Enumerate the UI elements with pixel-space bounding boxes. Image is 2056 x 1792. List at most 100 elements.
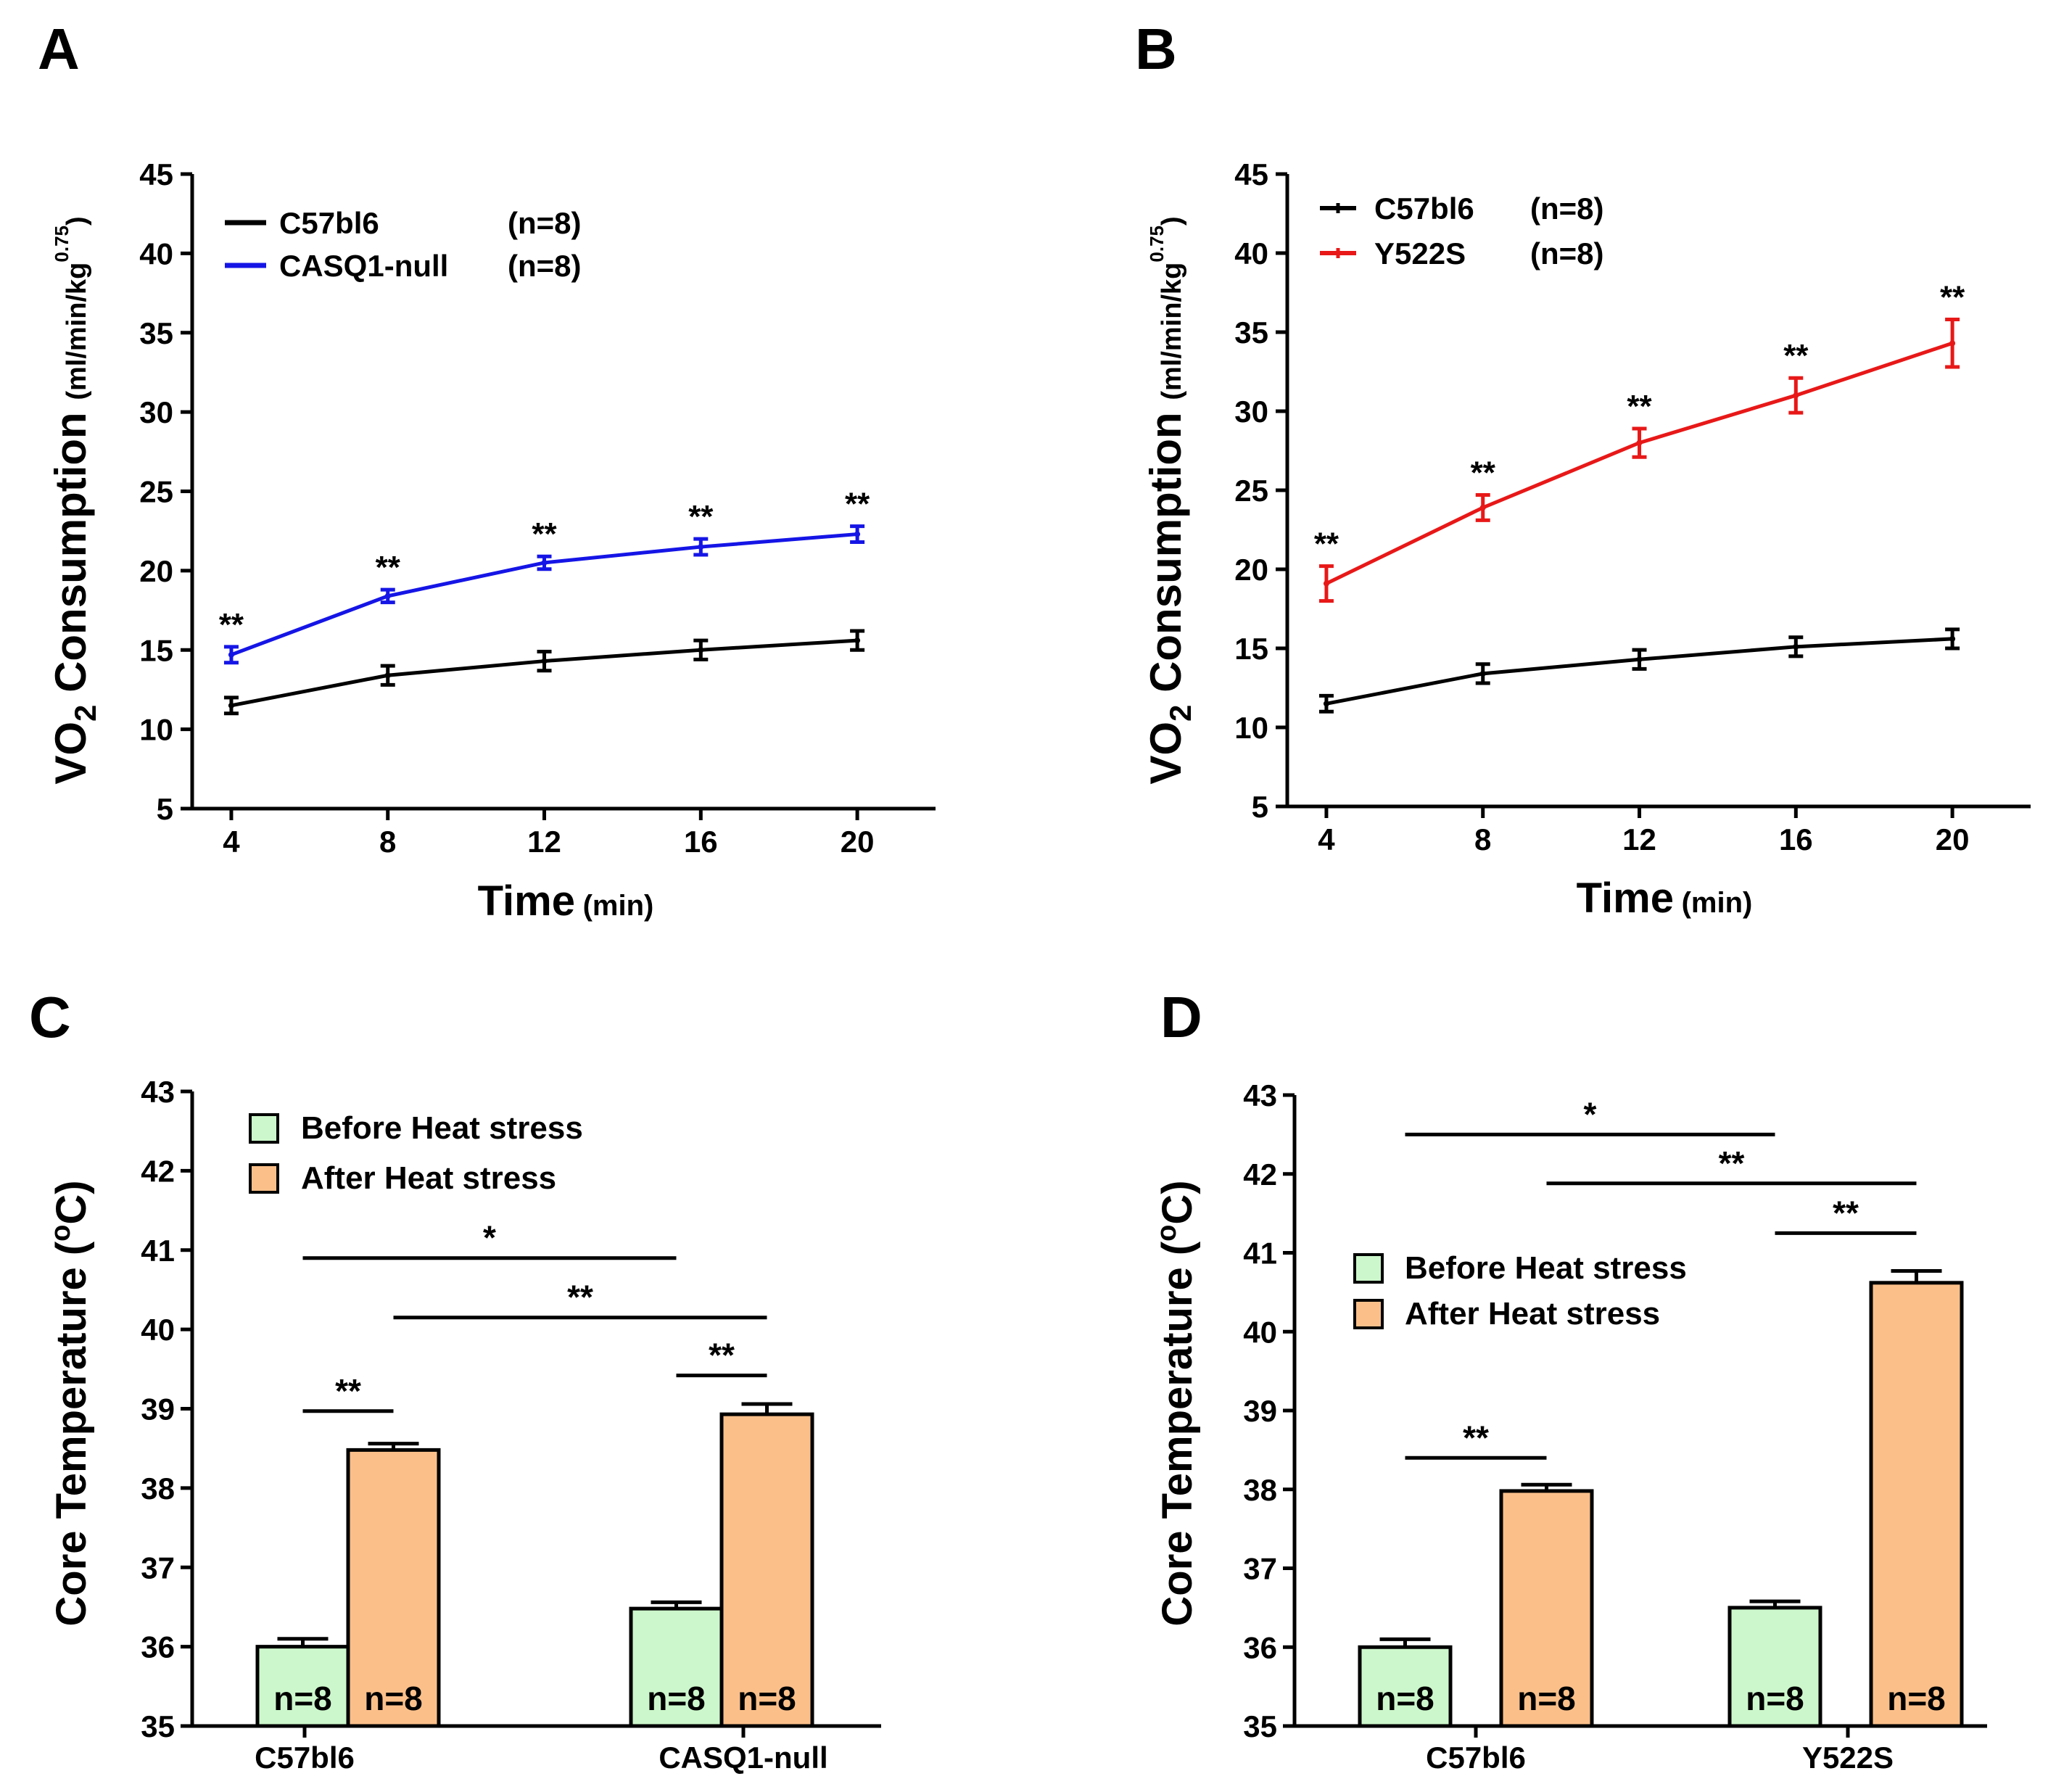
- legend-n-casq1-null: (n=8): [508, 249, 582, 283]
- data-point: [1793, 392, 1799, 399]
- panel-a-legend: C57bl6 (n=8) CASQ1-null (n=8): [225, 206, 582, 283]
- panel-letter-c: C: [29, 985, 71, 1049]
- panel-d-ylabel-post: C): [1154, 1180, 1201, 1224]
- x-tick-label: 12: [527, 825, 561, 859]
- significance-label: **: [532, 516, 557, 552]
- panel-d-marks: n=8 n=8n=8 n=8*******: [1358, 1095, 1964, 1728]
- significance-label: **: [219, 607, 244, 643]
- category-label: Y522S: [1802, 1741, 1894, 1775]
- y-tick-label: 20: [1234, 553, 1268, 587]
- significance-label: **: [1783, 338, 1809, 373]
- panel-b-ylabel-rest: Consumption: [1141, 400, 1190, 705]
- panel-c-ylabel-deg: o: [46, 1225, 76, 1242]
- significance-label: **: [688, 499, 714, 534]
- legend-label-y522s: Y522S: [1374, 236, 1466, 271]
- panel-b-ylabel-vo: VO: [1141, 722, 1190, 785]
- series-line-y522s: [1325, 341, 1953, 585]
- panel-a-ylabel-units: (ml/min/kg: [62, 263, 92, 400]
- panel-d-axes: 35 36 37 38 39 40 41 42 43 C57bl6 Y522S: [1243, 1078, 1987, 1775]
- x-tick-label: 16: [1779, 822, 1813, 856]
- significance-label: **: [845, 487, 870, 522]
- data-point: [1949, 635, 1956, 642]
- y-tick-label: 41: [141, 1234, 175, 1268]
- y-tick-label: 30: [139, 395, 173, 429]
- y-tick-label: 40: [141, 1313, 175, 1347]
- significance-label: *: [1584, 1095, 1597, 1133]
- legend-label-before: Before Heat stress: [301, 1110, 583, 1146]
- panel-b-axes: 5 10 15 20 25 30 35 40 45 4 8 12 16 20: [1234, 157, 2031, 856]
- panel-c-ylabel: Core Temperature (oC): [46, 1180, 95, 1626]
- y-tick-label: 40: [1234, 236, 1268, 271]
- panel-letter-d: D: [1160, 985, 1202, 1049]
- y-tick-label: 35: [1234, 315, 1268, 350]
- y-tick-label: 43: [141, 1075, 175, 1109]
- y-tick-label: 45: [1234, 157, 1268, 191]
- bar: [1869, 1281, 1964, 1728]
- y-tick-label: 45: [139, 157, 173, 191]
- panel-d-ylabel: Core Temperature (oC): [1152, 1180, 1201, 1626]
- y-tick-label: 40: [1243, 1315, 1277, 1349]
- data-point: [541, 658, 548, 664]
- significance-label: **: [709, 1337, 735, 1374]
- y-tick-label: 35: [1243, 1709, 1277, 1743]
- y-tick-label: 20: [139, 554, 173, 588]
- y-tick-label: 35: [139, 316, 173, 350]
- data-point: [698, 544, 704, 550]
- legend-label-casq1-null: CASQ1-null: [279, 249, 448, 283]
- legend-n-c57bl6: (n=8): [508, 206, 582, 240]
- significance-label: **: [1627, 389, 1652, 424]
- legend-swatch-after: [249, 1163, 279, 1194]
- x-tick-label: 20: [1936, 822, 1970, 856]
- y-tick-label: 41: [1243, 1236, 1277, 1271]
- panel-a-xlabel-main: Time: [478, 878, 575, 925]
- panel-a-xlabel-units: (min): [583, 890, 654, 922]
- panel-a-ylabel-units-close: ): [62, 216, 92, 226]
- panel-a-ylabel-rest: Consumption: [46, 400, 95, 705]
- y-tick-label: 39: [1243, 1394, 1277, 1428]
- data-point: [1479, 670, 1486, 677]
- x-tick-label: 4: [1318, 822, 1335, 856]
- y-tick-label: 25: [1234, 474, 1268, 508]
- data-point: [384, 672, 391, 679]
- legend-label-after-d: After Heat stress: [1405, 1296, 1660, 1331]
- y-tick-label: 37: [1243, 1552, 1277, 1586]
- bar: [1499, 1489, 1594, 1728]
- y-tick-label: 39: [141, 1392, 175, 1426]
- panel-b-ylabel-units: (ml/min/kg: [1157, 263, 1187, 400]
- n-label: n=8: [1887, 1680, 1946, 1717]
- panel-a-axes: 5 10 15 20 25 30 35 40 45 4 8 12 16 20: [139, 157, 936, 859]
- data-point: [854, 531, 861, 537]
- panel-d-legend: Before Heat stress After Heat stress: [1353, 1250, 1687, 1331]
- significance-label: **: [335, 1372, 361, 1410]
- panel-b-xlabel-units: (min): [1682, 887, 1753, 919]
- panel-b-vo2-y522s: 5 10 15 20 25 30 35 40 45 4 8 12 16 20 ** ** ** ** ** VO2…: [1141, 157, 2031, 922]
- panel-c-core-temp-casq1: 35 36 37 38 39 40 41 42 43 C57bl6 CASQ1-null n=8 n=…: [46, 1075, 881, 1775]
- data-point: [228, 651, 234, 658]
- significance-label: **: [567, 1279, 593, 1316]
- legend-label-before-d: Before Heat stress: [1405, 1250, 1687, 1286]
- data-point: [854, 637, 861, 644]
- panel-b-ylabel: VO2 Consumption (ml/min/kg0.75): [1141, 216, 1197, 784]
- significance-label: **: [1463, 1419, 1489, 1456]
- y-tick-label: 5: [157, 792, 173, 826]
- legend-label-c57bl6: C57bl6: [279, 206, 379, 240]
- panel-b-xlabel-main: Time: [1577, 875, 1674, 922]
- y-tick-label: 38: [141, 1471, 175, 1506]
- y-tick-label: 38: [1243, 1473, 1277, 1507]
- data-point: [1323, 580, 1329, 587]
- x-tick-label: 8: [379, 825, 396, 859]
- legend-swatch-before-d: [1353, 1253, 1384, 1284]
- y-tick-label: 40: [139, 236, 173, 271]
- data-point: [228, 702, 234, 709]
- x-tick-label: 12: [1622, 822, 1656, 856]
- x-tick-label: 16: [684, 825, 718, 859]
- y-tick-label: 42: [1243, 1157, 1277, 1192]
- series-line-casq1-null: [231, 532, 858, 657]
- legend-label-c57bl6-b: C57bl6: [1374, 191, 1474, 226]
- data-point: [1793, 643, 1799, 650]
- bar: [719, 1412, 814, 1728]
- significance-label: **: [1940, 280, 1965, 315]
- bar: [255, 1645, 350, 1728]
- significance-label: **: [1719, 1144, 1745, 1182]
- y-tick-label: 25: [139, 475, 173, 509]
